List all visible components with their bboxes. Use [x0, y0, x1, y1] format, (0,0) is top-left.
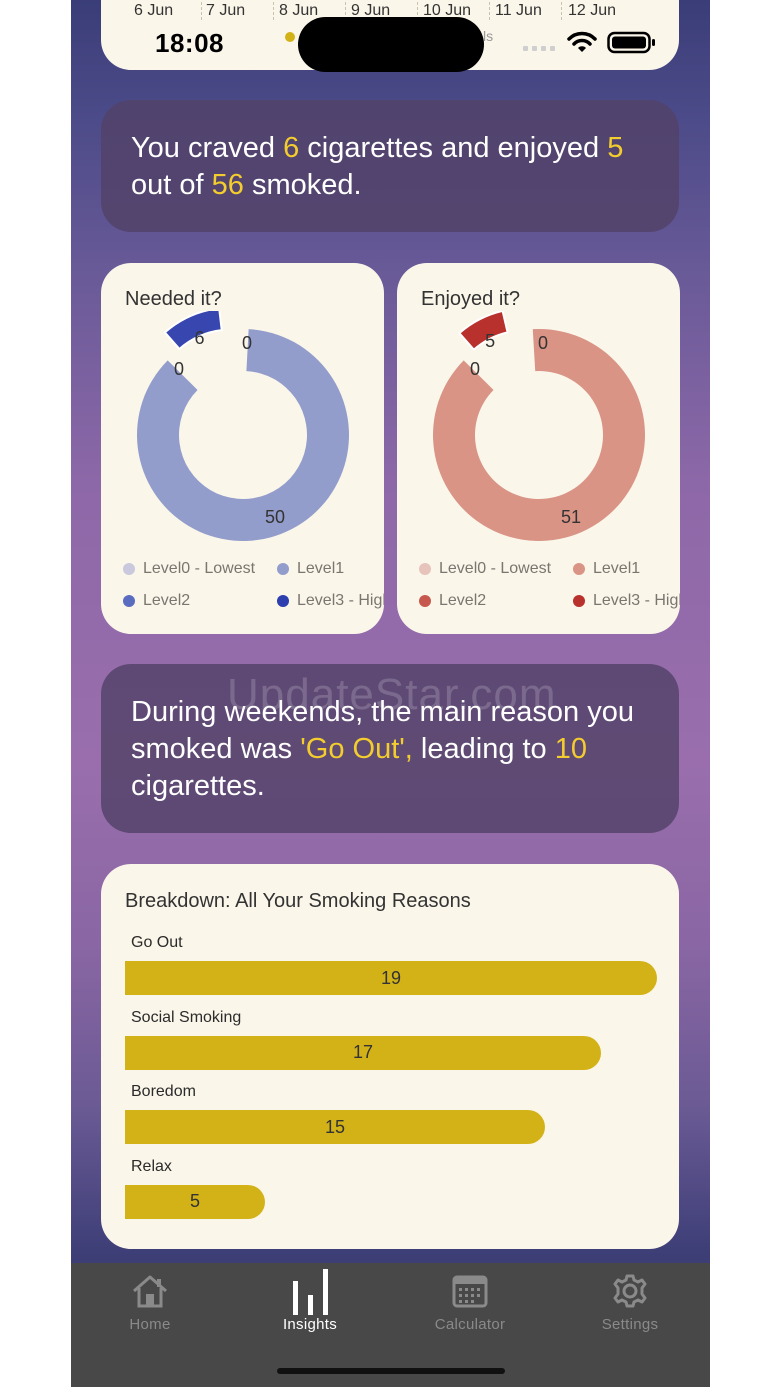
bar-category-label: Social Smoking	[131, 1008, 242, 1026]
enjoyed-count: 5	[607, 132, 624, 164]
bar-chart-icon	[293, 1269, 328, 1315]
bar-value-label: 19	[380, 967, 402, 988]
wifi-icon	[567, 31, 597, 52]
tab-calculator[interactable]: Calculator	[395, 1263, 545, 1343]
house-icon	[133, 1275, 167, 1308]
tab-label: Home	[129, 1316, 171, 1333]
weekend-text: During weekends, the main reason you smo…	[131, 696, 634, 765]
legend-item: Level1	[277, 560, 344, 578]
slice-label: 51	[561, 507, 581, 527]
calculator-icon	[452, 1275, 488, 1308]
legend-item: Level1	[573, 560, 640, 578]
weekend-reason: 'Go Out',	[300, 733, 413, 765]
app-screen: 6 Jun 7 Jun 8 Jun 9 Jun 10 Jun 11 Jun 12…	[71, 0, 710, 1387]
enjoyed-chart-card: Enjoyed it? 5 0 0 51 Level0 - Lowest Level1…	[397, 263, 680, 634]
slice-label: 0	[538, 333, 548, 353]
date-label: 11 Jun	[495, 2, 542, 19]
summary-text: cigarettes and enjoyed	[299, 132, 608, 164]
home-indicator	[277, 1368, 505, 1374]
bar-value-label: 17	[352, 1042, 374, 1062]
weekend-message: During weekends, the main reason you smo…	[101, 664, 679, 833]
legend-item: Level2	[123, 592, 190, 610]
bar[interactable]: 19	[125, 961, 657, 995]
dynamic-island	[298, 17, 484, 72]
slice-label: 50	[265, 507, 285, 527]
legend-item: Level3 - Highest	[277, 592, 384, 610]
bar-category-label: Boredom	[131, 1083, 196, 1100]
slice-label: 6	[195, 328, 205, 348]
chart-title: Needed it?	[125, 288, 222, 310]
summary-text: out of	[131, 169, 212, 201]
bar[interactable]: 5	[125, 1184, 265, 1219]
slice-label: 0	[470, 359, 480, 379]
legend-item: Level2	[419, 592, 486, 610]
date-label: 7 Jun	[206, 2, 246, 19]
tab-insights[interactable]: Insights	[235, 1263, 385, 1343]
weekend-text: leading to	[412, 733, 555, 765]
battery-icon	[607, 31, 655, 54]
tab-label: Settings	[601, 1316, 659, 1333]
status-time: 18:08	[155, 28, 224, 58]
donut-slice-level2[interactable]	[458, 311, 509, 351]
donut-slice-level1[interactable]	[433, 329, 645, 541]
bar[interactable]: 17	[125, 1035, 601, 1070]
partial-label: ls	[483, 28, 494, 44]
bar-category-label: Go Out	[131, 934, 183, 951]
summary-message: You craved 6 cigarettes and enjoyed 5 ou…	[101, 100, 679, 232]
tab-label: Insights	[282, 1316, 338, 1333]
legend-dot	[285, 32, 295, 42]
chart-title: Enjoyed it?	[421, 288, 520, 310]
tab-settings[interactable]: Settings	[555, 1263, 705, 1343]
tab-label: Calculator	[434, 1316, 506, 1333]
craved-count: 6	[283, 132, 300, 164]
date-label: 10 Jun	[423, 2, 472, 19]
reasons-breakdown-card: Breakdown: All Your Smoking Reasons Go O…	[101, 864, 679, 1249]
tab-home[interactable]: Home	[75, 1263, 225, 1343]
bar-value-label: 5	[189, 1191, 200, 1211]
weekend-text: cigarettes.	[131, 770, 265, 802]
smoked-count: 56	[211, 169, 244, 201]
donut-slice-level1[interactable]	[136, 329, 349, 541]
slice-label: 0	[174, 359, 184, 379]
legend-item: Level0 - Lowest	[123, 560, 255, 578]
slice-label: 0	[242, 333, 252, 353]
bar[interactable]: 15	[125, 1110, 545, 1144]
chart-title: Breakdown: All Your Smoking Reasons	[125, 890, 471, 912]
date-label: 12 Jun	[568, 2, 617, 19]
weekend-count: 10	[554, 733, 588, 765]
summary-text: You craved	[131, 132, 284, 164]
slice-label: 5	[485, 331, 495, 351]
summary-text: smoked.	[243, 169, 362, 201]
date-label: 9 Jun	[351, 2, 391, 19]
legend-item: Level0 - Lowest	[419, 560, 551, 578]
date-label: 8 Jun	[279, 2, 319, 19]
bar-value-label: 15	[324, 1116, 346, 1137]
cellular-signal-icon	[523, 46, 559, 52]
donut-slice-level2[interactable]	[163, 311, 223, 350]
legend-item: Level3 - Highest	[573, 592, 680, 610]
gear-icon	[613, 1274, 647, 1308]
tab-bar: Home Insights Calculator	[71, 1263, 710, 1387]
bar-category-label: Relax	[131, 1157, 172, 1175]
date-label: 6 Jun	[134, 2, 174, 19]
needed-chart-card: Needed it? 6 0 0 50 Level0 - Lowest Level1 …	[101, 263, 384, 634]
